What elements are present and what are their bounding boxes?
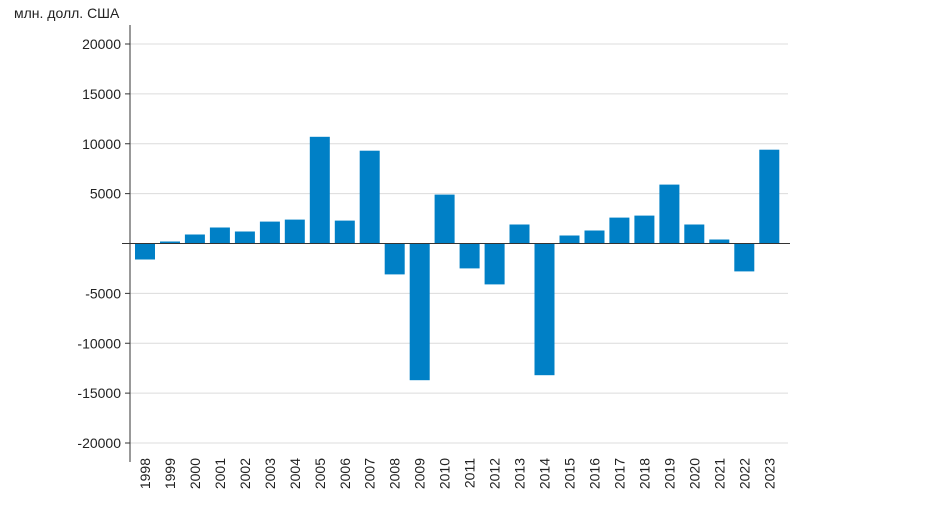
y-tick-label: 5000 — [90, 186, 121, 202]
bar-2005 — [309, 136, 330, 244]
bar-2013 — [509, 224, 530, 244]
bar-2016 — [584, 230, 605, 244]
bar-2019 — [659, 184, 680, 244]
bar-2011 — [459, 243, 480, 269]
x-tick-label: 2006 — [337, 458, 353, 489]
y-tick-label: 20000 — [82, 36, 121, 52]
y-tick-labels: -20000 -15000 -10000 -5000 5000 10000 15000 200… — [77, 36, 121, 451]
bar-2010 — [434, 194, 455, 244]
x-tick-label: 2010 — [437, 458, 453, 489]
x-tick-label: 2004 — [287, 458, 303, 489]
x-tick-label: 2016 — [587, 458, 603, 489]
bar-2015 — [559, 235, 580, 244]
x-tick-label: 2020 — [686, 458, 702, 489]
x-tick-label: 2001 — [212, 458, 228, 489]
y-axis-unit-label: млн. долл. США — [14, 5, 120, 21]
y-tick-label: -20000 — [77, 435, 121, 451]
bar-2008 — [384, 243, 405, 275]
bar-2020 — [684, 224, 705, 244]
x-tick-label: 2008 — [387, 458, 403, 489]
bar-2023 — [759, 149, 780, 244]
axes — [122, 25, 790, 462]
x-tick-label: 2015 — [562, 458, 578, 489]
y-tick-label: -10000 — [77, 335, 121, 351]
x-tick-label: 2011 — [462, 458, 478, 488]
gridlines — [130, 43, 788, 444]
x-tick-label: 2005 — [312, 458, 328, 489]
bar-1999 — [160, 241, 180, 244]
x-tick-label: 2007 — [362, 458, 378, 489]
bar-2000 — [184, 234, 205, 244]
x-tick-label: 2018 — [636, 458, 652, 489]
x-tick-label: 2009 — [412, 458, 428, 489]
bar-2018 — [634, 215, 655, 244]
x-tick-label: 2021 — [711, 458, 727, 489]
bar-2001 — [209, 227, 230, 244]
x-tick-label: 2003 — [262, 458, 278, 489]
x-tick-label: 2014 — [537, 458, 553, 489]
x-tick-label: 2000 — [187, 458, 203, 489]
x-tick-label: 2002 — [237, 458, 253, 489]
bar-2012 — [484, 243, 505, 285]
bar-2009 — [409, 243, 430, 381]
bars — [135, 136, 780, 381]
y-tick-label: 15000 — [82, 86, 121, 102]
y-tick-label: 10000 — [82, 136, 121, 152]
x-tick-label: 2019 — [661, 458, 677, 489]
y-tick-label: -15000 — [77, 385, 121, 401]
bar-1998 — [135, 243, 155, 260]
bar-2006 — [334, 220, 355, 244]
x-tick-label: 1998 — [137, 458, 153, 489]
x-tick-label: 1999 — [162, 458, 178, 489]
bar-2022 — [734, 243, 755, 272]
x-tick-label: 2017 — [611, 458, 627, 489]
bar-2014 — [534, 243, 555, 376]
bar-2017 — [609, 217, 630, 244]
x-tick-label: 2013 — [512, 458, 528, 489]
bar-2021 — [709, 239, 730, 244]
y-tick-label: -5000 — [85, 285, 121, 301]
x-tick-label: 2022 — [736, 458, 752, 489]
bar-2007 — [359, 150, 380, 244]
x-tick-label: 2023 — [761, 458, 777, 489]
bar-2004 — [284, 219, 305, 244]
x-tick-label: 2012 — [487, 458, 503, 489]
x-tick-labels: 1998 1999 2000 2001 2002 2003 2004 2005 2006 2007… — [137, 458, 777, 489]
bar-2003 — [259, 221, 280, 244]
bar-2002 — [234, 231, 255, 244]
